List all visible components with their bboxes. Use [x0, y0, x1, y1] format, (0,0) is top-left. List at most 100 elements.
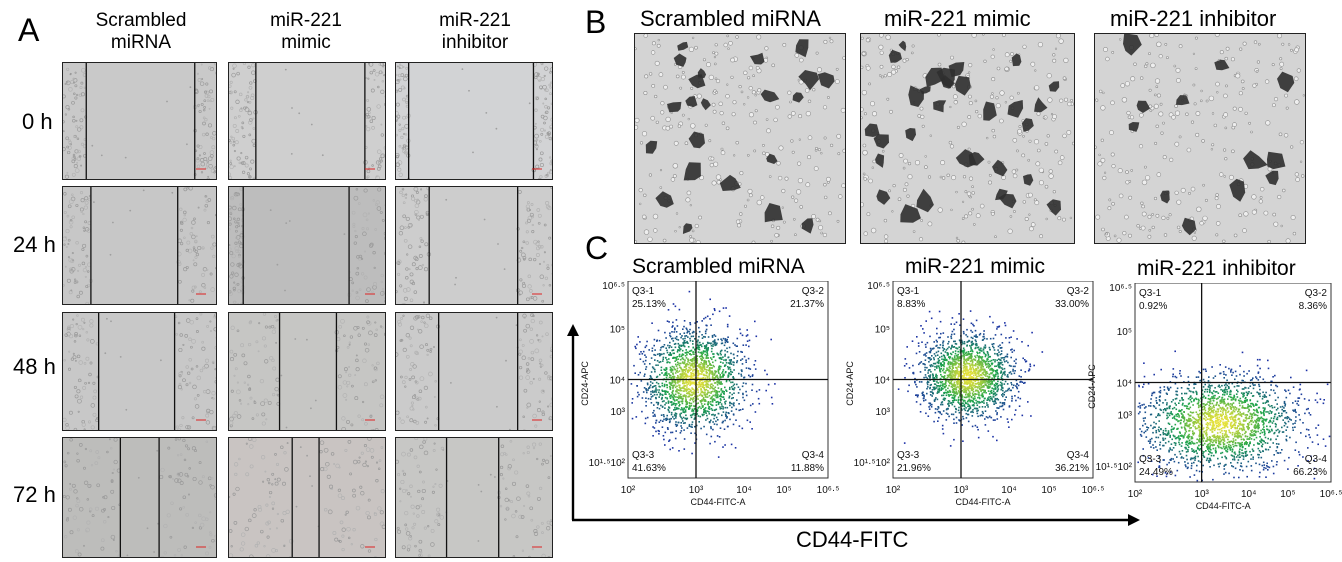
micrograph	[63, 63, 216, 179]
wound-healing-image	[228, 186, 386, 305]
row-label-48h: 48 h	[13, 354, 56, 379]
wound-healing-image	[395, 62, 553, 180]
y-axis-label: CD24-APC	[845, 361, 855, 406]
quadrant-q2-label: Q3-2	[1305, 288, 1328, 299]
col-header-line2: inhibitor	[441, 32, 509, 53]
x-tick-label: 10⁵	[1280, 489, 1295, 500]
quadrant-q1-label: Q3-1	[1139, 288, 1162, 299]
big-x-axis-label: CD44-FITC	[796, 527, 909, 552]
y-tick-label: 10⁴	[610, 376, 625, 387]
row-label-72h: 72 h	[13, 482, 56, 507]
panel-c-title-scrambled: Scrambled miRNA	[632, 255, 805, 278]
wound-healing-image	[62, 312, 217, 431]
x-tick-label: 10²	[1128, 489, 1143, 500]
micrograph	[1095, 34, 1305, 243]
col-header-line2: mimic	[281, 32, 331, 53]
quadrant-q2-label: Q3-2	[802, 286, 825, 297]
panel-c-axis-arrows	[567, 324, 1140, 526]
micrograph	[63, 187, 216, 304]
x-tick-label: 10³	[1194, 489, 1209, 500]
y-tick-label: 10⁴	[1117, 379, 1132, 390]
panel-b-title-scrambled: Scrambled miRNA	[640, 6, 821, 31]
micrograph	[635, 34, 845, 243]
micrograph	[861, 34, 1074, 243]
wound-healing-image	[395, 186, 553, 305]
quadrant-q1-value: 25.13%	[632, 299, 666, 310]
quadrant-q1-label: Q3-1	[897, 286, 920, 297]
y-axis-label: CD24-APC	[1087, 364, 1097, 409]
scatter-events	[1137, 350, 1331, 482]
y-tick-label: 10⁴	[875, 376, 890, 387]
row-label-0h: 0 h	[22, 109, 53, 134]
x-axis-label: CD44-FITC-A	[690, 497, 745, 507]
quadrant-q1-value: 0.92%	[1139, 301, 1167, 312]
y-tick-label: 10¹·⁵10²	[854, 458, 891, 469]
quadrant-q3-value: 41.63%	[632, 463, 666, 474]
micrograph	[396, 187, 552, 304]
x-tick-label: 10⁴	[736, 485, 751, 496]
wound-healing-image	[395, 437, 553, 558]
col-header-line1: miR-221	[270, 10, 342, 31]
transwell-image	[860, 33, 1075, 244]
micrograph	[229, 63, 385, 179]
micrograph	[63, 313, 216, 430]
y-tick-label: 10⁶·⁵	[1109, 283, 1132, 294]
scatter-events	[630, 290, 776, 458]
scatter-events	[897, 310, 1044, 447]
x-tick-label: 10⁵	[776, 485, 791, 496]
x-tick-label: 10⁶·⁵	[817, 485, 840, 496]
x-axis-label: CD44-FITC-A	[1196, 501, 1251, 511]
wound-healing-image	[228, 437, 386, 558]
x-tick-label: 10⁶·⁵	[1320, 489, 1342, 500]
y-tick-label: 10¹·⁵10²	[589, 458, 626, 469]
quadrant-q2-label: Q3-2	[1067, 286, 1090, 297]
y-tick-label: 10⁵	[610, 324, 625, 335]
quadrant-q1-label: Q3-1	[632, 286, 655, 297]
x-tick-label: 10⁴	[1241, 489, 1256, 500]
quadrant-q4-label: Q3-4	[1067, 450, 1090, 461]
panel-c-title-mimic: miR-221 mimic	[905, 255, 1046, 278]
y-axis-label: CD24-APC	[580, 361, 590, 406]
transwell-image	[1094, 33, 1306, 244]
quadrant-q4-value: 36.21%	[1055, 463, 1089, 474]
panel-b-title-mimic: miR-221 mimic	[884, 6, 1031, 31]
quadrant-q2-value: 8.36%	[1299, 301, 1327, 312]
quadrant-q2-value: 21.37%	[790, 299, 824, 310]
flow-cytometry-plot: Q3-1 25.13% Q3-2 21.37% Q3-3 41.63% Q3-4 11.88%…	[580, 281, 840, 507]
quadrant-q1-value: 8.83%	[897, 299, 925, 310]
col-header-mimic: miR-221 mimic	[226, 10, 386, 54]
wound-healing-image	[228, 312, 386, 431]
transwell-image	[634, 33, 846, 244]
quadrant-q4-label: Q3-4	[1305, 454, 1328, 465]
flow-cytometry-plot: Q3-1 0.92% Q3-2 8.36% Q3-3 24.49% Q3-4 66.23% 10…	[1087, 283, 1342, 511]
micrograph	[229, 438, 385, 557]
micrograph	[396, 438, 552, 557]
panel-b-title-inhibitor: miR-221 inhibitor	[1110, 6, 1277, 31]
x-axis-label: CD44-FITC-A	[955, 497, 1010, 507]
wound-healing-image	[228, 62, 386, 180]
quadrant-q3-label: Q3-3	[632, 450, 655, 461]
col-header-line1: Scrambled	[95, 10, 187, 31]
x-tick-label: 10⁵	[1041, 485, 1056, 496]
wound-healing-image	[62, 186, 217, 305]
y-tick-label: 10⁵	[875, 324, 890, 335]
quadrant-q3-value: 24.49%	[1139, 467, 1173, 478]
col-header-inhibitor: miR-221 inhibitor	[395, 10, 555, 54]
quadrant-q4-label: Q3-4	[802, 450, 825, 461]
micrograph	[229, 187, 385, 304]
quadrant-q2-value: 33.00%	[1055, 299, 1089, 310]
panel-a-letter: A	[18, 12, 40, 48]
panel-c-letter: C	[585, 230, 609, 266]
x-tick-label: 10⁴	[1001, 485, 1016, 496]
y-tick-label: 10⁶·⁵	[867, 281, 890, 292]
quadrant-q3-label: Q3-3	[1139, 454, 1162, 465]
wound-healing-image	[395, 312, 553, 431]
quadrant-q3-label: Q3-3	[897, 450, 920, 461]
col-header-line2: miRNA	[110, 32, 172, 53]
x-tick-label: 10³	[954, 485, 969, 496]
x-tick-label: 10²	[621, 485, 636, 496]
micrograph	[396, 313, 552, 430]
x-tick-label: 10²	[886, 485, 901, 496]
y-tick-label: 10³	[1118, 410, 1133, 421]
quadrant-q4-value: 66.23%	[1293, 467, 1327, 478]
